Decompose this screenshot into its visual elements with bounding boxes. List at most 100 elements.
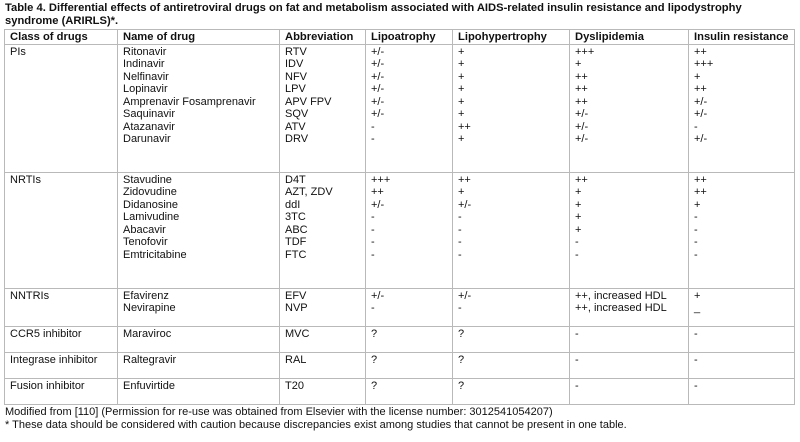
cell-line: - xyxy=(694,327,698,340)
insulin-resistance-cell: + _ xyxy=(688,287,795,327)
cell-line: + xyxy=(575,198,582,211)
cell-line: ++ xyxy=(575,95,588,108)
cell-line: - xyxy=(694,211,698,223)
cell-line: TDF xyxy=(285,236,307,248)
cell-line: Ritonavir xyxy=(123,45,167,58)
cell-line: Efavirenz xyxy=(123,289,169,302)
class-cell: Integrase inhibitor xyxy=(4,351,118,379)
cell-line: - xyxy=(575,248,579,261)
cell-line: +++ xyxy=(575,45,595,58)
cell-line: +++ xyxy=(694,58,714,70)
abbreviation-cell: MVC xyxy=(279,325,366,353)
cell-line: ++ xyxy=(694,45,707,58)
header-lipoatrophy: Lipoatrophy xyxy=(365,29,453,45)
table-row: Integrase inhibitor Raltegravir RAL?? - - xyxy=(4,351,795,379)
cell-line: ddI xyxy=(285,198,301,211)
cell-line: ? xyxy=(458,353,465,366)
cell-line: - xyxy=(371,248,375,261)
class-cell: NNTRIs xyxy=(4,287,118,327)
drug-name-cell: Stavudine Zidovudine Didanosine Lamivudine A… xyxy=(117,171,280,289)
cell-line: ABC xyxy=(285,223,308,236)
cell-line: + xyxy=(575,211,582,223)
cell-line: ++ xyxy=(575,83,588,95)
cell-line: +/- xyxy=(458,289,472,302)
lipohypertrophy-cell: +/- - xyxy=(452,287,570,327)
dyslipidemia-cell: - xyxy=(569,351,689,379)
cell-line: D4T xyxy=(285,173,306,186)
cell-line: + xyxy=(575,186,582,198)
cell-line: AZT, ZDV xyxy=(285,186,333,198)
cell-line: - xyxy=(458,248,462,261)
cell-line: ATV xyxy=(285,120,306,133)
table-caption: Table 4. Differential effects of antiret… xyxy=(5,2,742,27)
dyslipidemia-cell: - xyxy=(569,325,689,353)
cell-line: Enfuvirtide xyxy=(123,379,175,392)
cell-line: - xyxy=(575,353,579,366)
cell-line: +/- xyxy=(371,83,385,95)
cell-line: +/- xyxy=(371,58,385,70)
table-body: PIs Ritonavir Indinavir Nelfinavir Lopinavir… xyxy=(4,43,795,405)
cell-line: Raltegravir xyxy=(123,353,177,366)
cell-line: +/- xyxy=(371,70,385,83)
cell-line: +/- xyxy=(694,108,708,120)
drug-name-cell: Maraviroc xyxy=(117,325,280,353)
cell-line: - xyxy=(371,236,375,248)
cell-line: +/- xyxy=(458,198,472,211)
cell-line: - xyxy=(694,223,698,236)
cell-line: - xyxy=(458,223,462,236)
cell-line: Tenofovir xyxy=(123,236,168,248)
cell-line: +/- xyxy=(575,133,589,145)
cell-line: ++ xyxy=(371,186,384,198)
insulin-resistance-cell: ++ ++ + - - - - xyxy=(688,171,795,289)
cell-line: ++ xyxy=(575,70,588,83)
abbreviation-cell: EFV NVP xyxy=(279,287,366,327)
source-note: Modified from [110] (Permission for re-u… xyxy=(5,405,553,418)
cell-line: +/- xyxy=(371,95,385,108)
cell-line: ++ xyxy=(694,173,707,186)
header-lipohypertrophy: Lipohypertrophy xyxy=(452,29,570,45)
cell-line: ++ xyxy=(694,83,707,95)
cell-line: ? xyxy=(371,379,378,392)
lipoatrophy-cell: ? xyxy=(365,325,453,353)
document: Table 4. Differential effects of antiret… xyxy=(4,2,795,432)
cell-line: Indinavir xyxy=(123,58,165,70)
cell-line: Abacavir xyxy=(123,223,166,236)
drug-name-cell: Ritonavir Indinavir Nelfinavir Lopinavir Amp… xyxy=(117,43,280,173)
cell-line: + xyxy=(575,223,582,236)
cell-line: EFV xyxy=(285,289,307,302)
cell-line: + xyxy=(694,289,701,302)
cell-line: Emtricitabine xyxy=(123,248,187,261)
cell-line: - xyxy=(371,302,375,314)
insulin-resistance-cell: - xyxy=(688,351,795,379)
cell-line: MVC xyxy=(285,327,310,340)
cell-line: _ xyxy=(694,302,701,314)
cell-line: + xyxy=(575,58,582,70)
cell-line: SQV xyxy=(285,108,309,120)
insulin-resistance-cell: - xyxy=(688,325,795,353)
cell-line: +/- xyxy=(371,45,385,58)
cell-line: ? xyxy=(458,379,465,392)
cell-line: +/- xyxy=(371,108,385,120)
cell-line: - xyxy=(575,379,579,392)
drug-effects-table: Class of drugs Name of drug Abbreviation… xyxy=(4,29,795,405)
cell-line: - xyxy=(575,327,579,340)
cell-line: - xyxy=(458,302,462,314)
cell-line: FTC xyxy=(285,248,307,261)
table-row: NNTRIs Efavirenz Nevirapine EFV NVP +/- - +/- - +… xyxy=(4,287,795,327)
lipoatrophy-cell: +/- +/- +/- +/- +/- +/- - - xyxy=(365,43,453,173)
cell-line: Maraviroc xyxy=(123,327,172,340)
cell-line: +++ xyxy=(371,173,391,186)
cell-line: + xyxy=(458,133,465,145)
cell-line: + xyxy=(458,95,465,108)
cell-line: - xyxy=(694,120,698,133)
class-cell: Fusion inhibitor xyxy=(4,377,118,405)
cell-line: LPV xyxy=(285,83,306,95)
lipohypertrophy-cell: ++ + +/- - - - - xyxy=(452,171,570,289)
cell-line: +/- xyxy=(575,108,589,120)
cell-line: + xyxy=(458,45,465,58)
cell-line: RTV xyxy=(285,45,307,58)
cell-line: - xyxy=(694,353,698,366)
header-name: Name of drug xyxy=(117,29,280,45)
cell-line: ++ xyxy=(458,120,471,133)
table-notes: Modified from [110] (Permission for re-u… xyxy=(5,406,794,432)
